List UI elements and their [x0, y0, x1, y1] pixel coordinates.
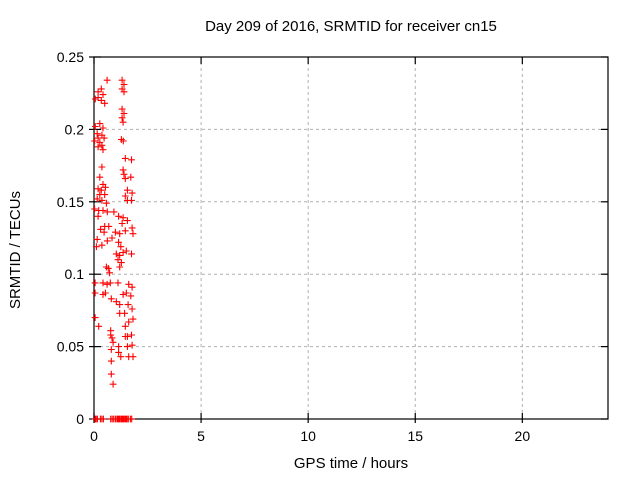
y-tick-label-0.05: 0.05: [57, 339, 84, 355]
x-tick-label-20: 20: [515, 428, 531, 444]
y-axis-title: SRMTID / TECUs: [7, 191, 24, 309]
y-tick-label-0: 0: [76, 411, 84, 427]
chart-title: Day 209 of 2016, SRMTID for receiver cn1…: [205, 18, 497, 35]
y-tick-label-0.25: 0.25: [57, 49, 84, 65]
data-points: [91, 76, 137, 423]
frame-border: [93, 56, 609, 420]
x-tick-label-5: 5: [197, 428, 205, 444]
series-SRMTID-markers: [91, 76, 137, 423]
x-tick-label-15: 15: [407, 428, 423, 444]
x-axis-title: GPS time / hours: [294, 455, 408, 472]
tick-labels: 0 5 10 15 20 0 0.05 0.1 0.15 0.2 0.25: [57, 49, 531, 444]
axis-ticks: [89, 56, 608, 423]
x-tick-label-0: 0: [90, 428, 98, 444]
y-tick-label-0.15: 0.15: [57, 194, 84, 210]
plot-frame: [93, 56, 609, 420]
x-tick-label-10: 10: [300, 428, 316, 444]
gridlines: [94, 57, 608, 419]
y-tick-label-0.2: 0.2: [65, 121, 85, 137]
y-tick-label-0.1: 0.1: [65, 266, 85, 282]
